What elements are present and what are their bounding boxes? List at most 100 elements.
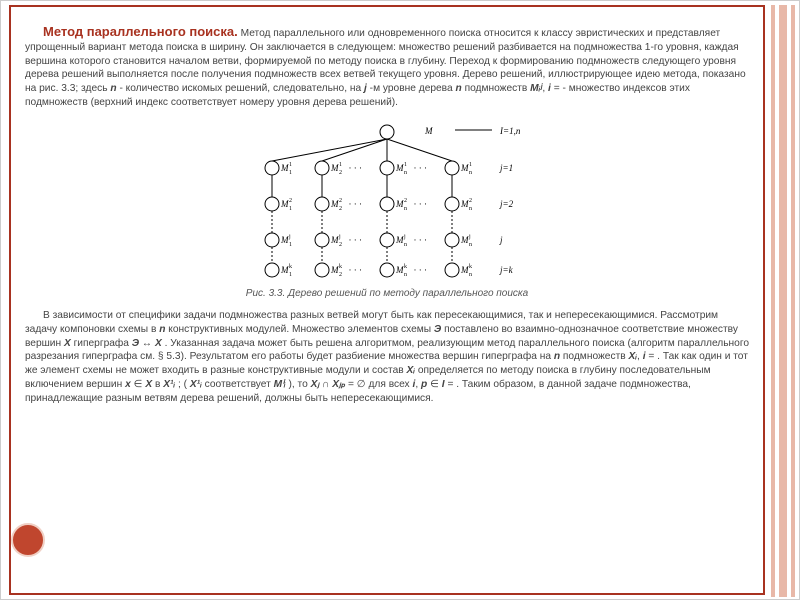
- tree-dots: · · ·: [349, 265, 363, 275]
- tree-node-sub: 1: [289, 206, 292, 212]
- tree-node: [315, 263, 329, 277]
- tree-node-sup: k: [289, 264, 292, 270]
- tree-root-node: [380, 125, 394, 139]
- tree-node: [315, 233, 329, 247]
- sym-X1: X¹ᵢ: [163, 379, 175, 390]
- p2-n: ∈: [430, 379, 442, 390]
- tree-node: [265, 197, 279, 211]
- tree-node-label: M: [395, 163, 404, 173]
- tree-node-sub: n: [404, 206, 407, 212]
- sym-X2: X: [145, 379, 152, 390]
- p1-b: - количество искомых решений, следовател…: [119, 83, 364, 94]
- sym-Xjp: Xⱼₚ: [332, 379, 345, 390]
- tree-node-sup: 1: [289, 162, 292, 168]
- tree-dots: · · ·: [349, 163, 363, 173]
- tree-dots: · · ·: [349, 199, 363, 209]
- tree-node-sub: n: [469, 206, 472, 212]
- tree-node-label: M: [330, 199, 339, 209]
- sym-n3: n: [159, 324, 165, 335]
- p1-c: -м уровне дерева: [370, 83, 456, 94]
- p2-m: = ∅ для всех: [348, 379, 412, 390]
- tree-node-sub: n: [404, 170, 407, 176]
- sym-E: Э: [434, 324, 441, 335]
- tree-root-label: M: [424, 126, 433, 136]
- decorative-badge: [11, 523, 45, 557]
- p2-j: ; (: [178, 379, 187, 390]
- sym-Xi2: Xᵢ: [406, 365, 415, 376]
- tree-node: [445, 161, 459, 175]
- paragraph-2: В зависимости от специфики задачи подмно…: [25, 309, 749, 405]
- tree-node-label: M: [395, 199, 404, 209]
- tree-node-sup: 2: [404, 198, 407, 204]
- tree-node-sup: 1: [469, 162, 472, 168]
- tree-node-sup: k: [404, 264, 407, 270]
- sym-n2: n: [455, 83, 461, 94]
- tree-node-sub: n: [404, 242, 407, 248]
- tree-node-sup: 2: [469, 198, 472, 204]
- sym-harr: Э ↔ X: [132, 338, 162, 349]
- tree-dots: · · ·: [414, 199, 428, 209]
- p2-f: подмножеств: [563, 351, 629, 362]
- tree-node-sup: 1: [339, 162, 342, 168]
- sym-Xi: Xᵢ: [628, 351, 637, 362]
- paragraph-1: Метод параллельного поиска. Метод паралл…: [25, 23, 749, 110]
- p1-d: подмножеств: [465, 83, 531, 94]
- sym-p: p: [421, 379, 427, 390]
- tree-node-sub: 2: [339, 206, 342, 212]
- tree-dots: · · ·: [414, 163, 428, 173]
- tree-node: [265, 161, 279, 175]
- tree-node-label: M: [280, 199, 289, 209]
- tree-node-sub: n: [404, 272, 407, 278]
- tree-node-label: M: [280, 163, 289, 173]
- tree-node-sup: 2: [289, 198, 292, 204]
- sym-n: n: [110, 83, 116, 94]
- tree-node-sup: j: [468, 234, 471, 240]
- tree-dots: · · ·: [414, 265, 428, 275]
- tree-node-sup: j: [403, 234, 406, 240]
- tree-node-sup: 1: [404, 162, 407, 168]
- tree-node: [380, 263, 394, 277]
- sym-X: X: [64, 338, 71, 349]
- tree-node-sup: j: [338, 234, 341, 240]
- sym-i: i: [548, 83, 551, 94]
- tree-diagram: M I=1,n M11M21Mn1Mn1· · ·· · ·j=1M12M22M…: [25, 120, 749, 285]
- tree-node-sup: 2: [339, 198, 342, 204]
- tree-node: [315, 197, 329, 211]
- sym-Mij: Mᵢʲ: [530, 83, 542, 94]
- title: Метод параллельного поиска.: [43, 24, 238, 39]
- sym-I: I: [442, 379, 445, 390]
- tree-node: [265, 263, 279, 277]
- tree-node-sub: 1: [289, 242, 292, 248]
- figure-caption: Рис. 3.3. Дерево решений по методу парал…: [25, 288, 749, 299]
- sym-n4: n: [554, 351, 560, 362]
- sym-Mii: Mⁱᵢ: [274, 379, 286, 390]
- tree-node-label: M: [280, 265, 289, 275]
- tree-node-label: M: [395, 235, 404, 245]
- tree-node-sub: n: [469, 242, 472, 248]
- tree-dots: · · ·: [349, 235, 363, 245]
- tree-node: [380, 233, 394, 247]
- tree-node-sup: j: [288, 234, 291, 240]
- tree-node-label: M: [395, 265, 404, 275]
- tree-node-label: M: [460, 199, 469, 209]
- tree-node: [380, 197, 394, 211]
- tree-level-label: j: [499, 235, 503, 245]
- sym-x: x: [125, 379, 131, 390]
- tree-node-sub: 2: [339, 242, 342, 248]
- tree-node: [445, 263, 459, 277]
- p2-l: ), то: [289, 379, 311, 390]
- slide-frame: Метод параллельного поиска. Метод паралл…: [0, 0, 800, 600]
- tree-node-label: M: [330, 235, 339, 245]
- edge: [272, 139, 387, 161]
- tree-node: [445, 197, 459, 211]
- tree-node: [380, 161, 394, 175]
- tree-node: [315, 161, 329, 175]
- tree-node-sup: k: [469, 264, 472, 270]
- sym-X1i: X¹ᵢ: [190, 379, 202, 390]
- tree-node-sub: 2: [339, 170, 342, 176]
- sym-j: j: [364, 83, 367, 94]
- tree-node-label: M: [460, 265, 469, 275]
- edge: [387, 139, 452, 161]
- tree-node-sub: 1: [289, 272, 292, 278]
- tree-node: [445, 233, 459, 247]
